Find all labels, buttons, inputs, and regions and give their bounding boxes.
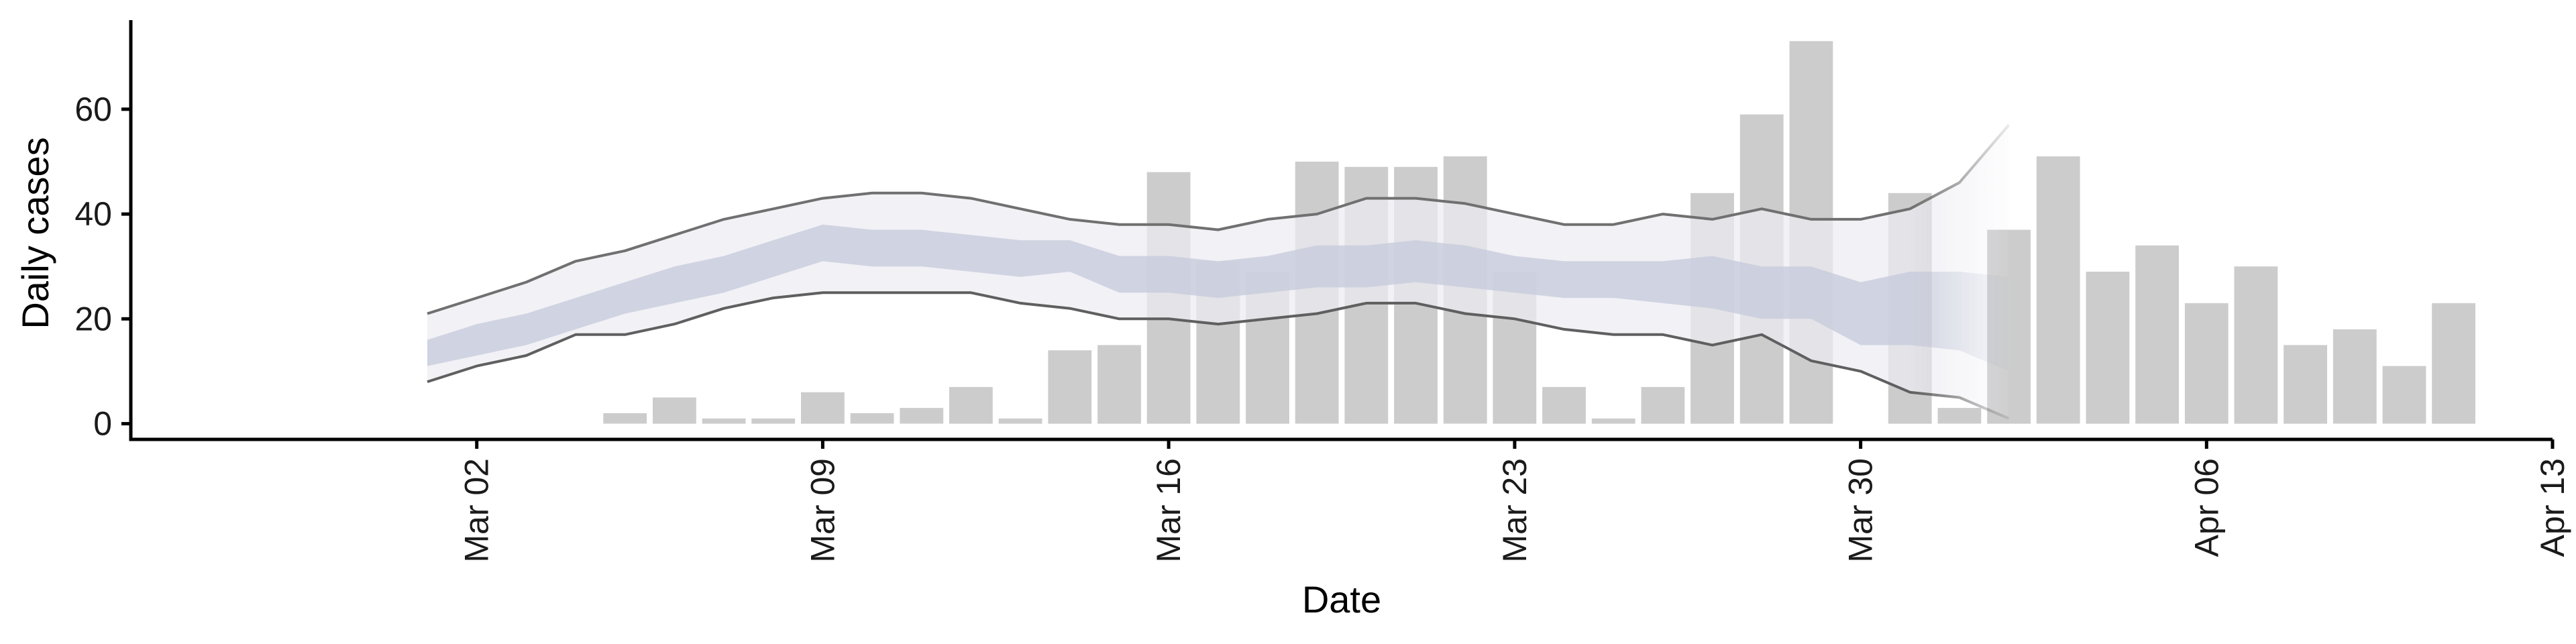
- forecast-upper-line: [427, 123, 2010, 315]
- bar: [603, 413, 647, 424]
- bar: [998, 418, 1042, 424]
- bar: [850, 413, 894, 424]
- x-tick-label: Mar 30: [1842, 458, 1880, 563]
- bar: [2284, 345, 2327, 424]
- bar: [1048, 350, 1092, 424]
- bar: [702, 418, 746, 424]
- bar: [1591, 418, 1635, 424]
- bar: [2086, 272, 2130, 424]
- y-axis-title: Daily cases: [14, 137, 56, 329]
- bar: [2184, 303, 2229, 424]
- bar: [751, 418, 796, 424]
- axes: 0 20 40 60 Mar 02 Mar 09 Mar 16 Mar 23 Mar 30 Ap…: [74, 20, 2571, 563]
- bar: [1641, 386, 1685, 424]
- x-axis-ticks: Mar 02 Mar 09 Mar 16 Mar 23 Mar 30 Apr 06 Apr …: [458, 439, 2571, 563]
- bar: [2382, 366, 2426, 424]
- bar: [2332, 329, 2377, 424]
- bar: [1097, 345, 1141, 424]
- x-tick-label: Apr 06: [2188, 458, 2225, 557]
- x-axis-title: Date: [1302, 578, 1381, 621]
- forecast-inner-band: [427, 224, 2009, 372]
- forecast-lower-line: [427, 291, 2010, 420]
- x-tick-label: Apr 13: [2534, 458, 2571, 557]
- bar: [2135, 245, 2179, 424]
- x-tick-label: Mar 09: [804, 458, 841, 563]
- bar: [801, 392, 845, 424]
- forecast-layer: [427, 123, 2010, 420]
- x-tick-label: Mar 16: [1150, 458, 1187, 563]
- y-tick-label: 0: [93, 405, 112, 443]
- y-tick-label: 60: [74, 91, 112, 128]
- bar: [1542, 386, 1586, 424]
- y-tick-label: 40: [74, 195, 112, 233]
- bar: [2234, 266, 2278, 424]
- bar: [1937, 408, 1982, 424]
- bar: [900, 408, 944, 424]
- bar: [2432, 303, 2475, 424]
- bar: [2036, 156, 2080, 424]
- y-axis-ticks: 0 20 40 60: [74, 91, 131, 443]
- y-tick-label: 20: [74, 300, 112, 337]
- bar: [949, 386, 993, 424]
- bar: [653, 397, 696, 424]
- x-tick-label: Mar 02: [458, 458, 496, 563]
- x-tick-label: Mar 23: [1496, 458, 1534, 563]
